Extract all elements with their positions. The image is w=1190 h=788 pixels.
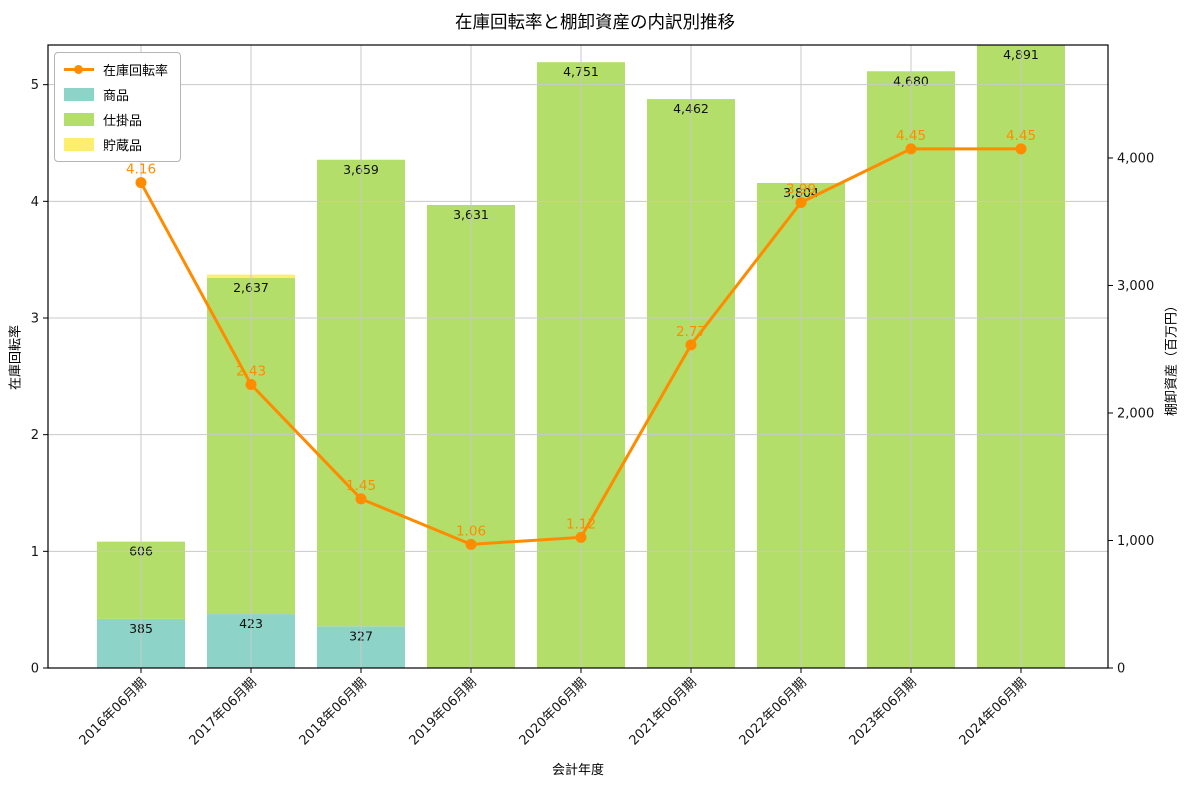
supplies-swatch: [64, 138, 94, 151]
legend-item-turnover: 在庫回転率: [64, 60, 168, 79]
line-value-label: 2.77: [676, 324, 706, 340]
right-tick-label: 4,000: [1117, 151, 1154, 166]
data-point-marker: [355, 493, 367, 505]
right-axis-title: 棚卸資産（百万円）: [1164, 299, 1180, 417]
right-tick-label: 1,000: [1117, 534, 1154, 549]
x-tick-label: 2019年06月期: [407, 675, 480, 748]
line-value-label: 4.45: [1006, 128, 1036, 144]
data-point-marker: [685, 339, 697, 351]
legend-item-goods: 商品: [64, 85, 168, 104]
legend-label: 商品: [103, 89, 130, 104]
legend-label: 在庫回転率: [103, 64, 169, 79]
wip-swatch: [64, 113, 94, 126]
left-axis-title: 在庫回転率: [8, 325, 24, 391]
legend-item-wip: 仕掛品: [64, 110, 168, 129]
line-value-label: 1.12: [566, 516, 596, 532]
x-tick-label: 2024年06月期: [957, 675, 1030, 748]
data-point-marker: [575, 531, 587, 543]
x-axis-title: 会計年度: [551, 763, 604, 778]
line-value-label: 4.45: [896, 128, 926, 144]
x-tick-label: 2022年06月期: [737, 675, 810, 748]
data-point-marker: [1015, 143, 1027, 155]
x-tick-label: 2023年06月期: [847, 675, 920, 748]
legend-marker-dot: [74, 65, 83, 74]
x-tick-label: 2016年06月期: [77, 675, 150, 748]
line-value-label: 1.06: [456, 523, 486, 539]
line-value-label: 1.45: [346, 478, 376, 494]
x-tick-label: 2020年06月期: [517, 675, 590, 748]
line-value-label: 2.43: [236, 364, 266, 380]
right-tick-label: 2,000: [1117, 406, 1154, 421]
x-tick-label: 2017年06月期: [187, 675, 260, 748]
legend-label: 仕掛品: [103, 114, 143, 129]
line-value-label: 4.16: [126, 162, 156, 178]
data-point-marker: [465, 538, 477, 550]
data-point-marker: [795, 197, 807, 208]
data-point-marker: [905, 143, 917, 155]
legend-item-supplies: 貯蔵品: [64, 135, 168, 154]
right-tick-label: 0: [1117, 662, 1125, 677]
left-tick-label: 5: [31, 78, 39, 93]
data-point-marker: [135, 177, 147, 189]
left-tick-label: 0: [31, 662, 39, 677]
goods-swatch: [64, 88, 94, 101]
left-tick-label: 4: [31, 195, 39, 210]
chart-title: 在庫回転率と棚卸資産の内訳別推移: [455, 13, 735, 33]
left-tick-label: 1: [31, 545, 39, 560]
data-point-marker: [245, 379, 257, 390]
line-swatch: [64, 63, 94, 76]
legend-label: 貯蔵品: [103, 139, 143, 154]
left-tick-label: 3: [31, 312, 39, 327]
x-tick-label: 2021年06月期: [627, 675, 700, 748]
right-tick-label: 3,000: [1117, 279, 1154, 294]
legend: 在庫回転率 商品 仕掛品 貯蔵品: [54, 52, 182, 162]
plot-border: [47, 44, 1109, 669]
line-value-label: 3.99: [786, 182, 816, 198]
x-tick-label: 2018年06月期: [297, 675, 370, 748]
left-tick-label: 2: [31, 428, 39, 443]
